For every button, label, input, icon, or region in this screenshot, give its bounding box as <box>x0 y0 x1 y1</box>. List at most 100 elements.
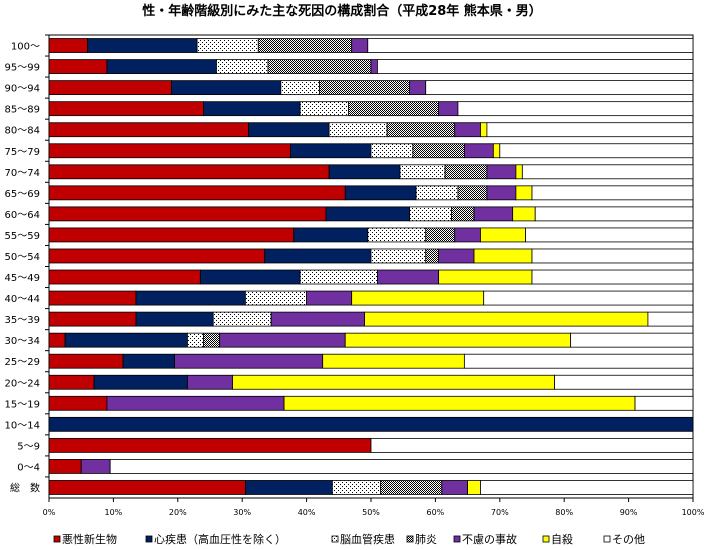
bar-segment-9-6 <box>525 227 694 243</box>
bar-segment-12-5 <box>351 290 485 306</box>
bar-segment-9-3 <box>425 227 456 243</box>
category-label: 10～14 <box>5 420 40 431</box>
bar-segment-16-4 <box>187 374 233 390</box>
bar-segment-21-6 <box>480 480 694 495</box>
bar-segment-6-4 <box>486 164 517 180</box>
bar-segment-2-4 <box>409 80 427 96</box>
legend-swatch <box>603 535 611 543</box>
bar-segment-10-4 <box>438 248 475 264</box>
legend-swatch <box>453 535 461 543</box>
bar-segment-20-4 <box>80 459 111 474</box>
category-label: 25～29 <box>5 357 40 368</box>
bar-segment-5-3 <box>412 143 465 159</box>
category-label: 35～39 <box>5 315 40 326</box>
bar-segment-0-1 <box>87 38 198 53</box>
bar-segment-7-4 <box>486 185 517 201</box>
bar-segment-16-1 <box>93 374 188 390</box>
category-label: 30～34 <box>5 336 40 347</box>
legend-swatch <box>53 535 61 543</box>
legend-swatch <box>542 535 550 543</box>
bar-segment-10-3 <box>425 248 440 264</box>
bar-segment-14-5 <box>344 332 572 348</box>
x-tick-label: 100% <box>682 508 705 517</box>
bar-segment-16-6 <box>554 374 694 390</box>
bar-segment-6-0 <box>48 164 330 180</box>
bar-segment-4-0 <box>48 122 250 138</box>
bar-segment-11-6 <box>531 269 694 285</box>
bar-segment-7-3 <box>457 185 488 201</box>
bar-segment-4-4 <box>454 122 481 138</box>
bar-segment-20-6 <box>109 459 694 474</box>
bar-segment-0-3 <box>257 38 353 53</box>
category-label: 90～94 <box>5 84 40 95</box>
bar-segment-1-3 <box>267 59 372 74</box>
bar-segment-9-5 <box>480 227 526 243</box>
bar-segment-4-3 <box>386 122 456 138</box>
category-label: 20～24 <box>5 378 40 389</box>
category-label: 15～19 <box>5 399 40 410</box>
bar-segment-6-5 <box>515 164 523 180</box>
bar-segment-17-4 <box>106 395 285 411</box>
bar-segment-2-1 <box>170 80 282 96</box>
bar-segment-15-0 <box>48 353 124 369</box>
bar-segment-5-6 <box>499 143 694 159</box>
bar-segment-8-4 <box>473 206 514 222</box>
bar-segment-7-2 <box>415 185 459 201</box>
bar-segment-7-1 <box>344 185 417 201</box>
bar-segment-18-1 <box>48 416 694 432</box>
x-tick-label: 10% <box>105 508 123 517</box>
category-label: 95～99 <box>5 63 40 74</box>
bar-segment-14-0 <box>48 332 66 348</box>
bar-segment-2-3 <box>319 80 411 96</box>
legend-label: その他 <box>612 533 645 546</box>
category-label: 75～79 <box>5 147 40 158</box>
bar-segment-14-6 <box>570 332 694 348</box>
category-label: 40～44 <box>5 294 40 305</box>
bar-segment-5-2 <box>370 143 414 159</box>
bar-segment-5-4 <box>463 143 494 159</box>
category-label: 45～49 <box>5 273 40 284</box>
x-tick-label: 60% <box>427 508 445 517</box>
bar-segment-5-1 <box>290 143 372 159</box>
legend-label: 心疾患（高血圧性を除く） <box>154 532 286 546</box>
bar-segment-3-2 <box>299 101 349 117</box>
bar-segment-7-6 <box>531 185 694 201</box>
bar-segment-10-2 <box>370 248 427 264</box>
plot-area <box>48 34 694 499</box>
bar-segment-1-2 <box>216 59 269 74</box>
bar-segment-6-2 <box>399 164 446 180</box>
bar-segment-0-2 <box>196 38 259 53</box>
bar-segment-13-5 <box>364 311 649 327</box>
bar-segment-6-3 <box>444 164 488 180</box>
category-label: 100～ <box>11 42 40 53</box>
bar-segment-1-0 <box>48 59 108 74</box>
bar-segment-13-2 <box>212 311 272 327</box>
bar-segment-0-6 <box>367 38 694 53</box>
legend-swatch <box>406 535 414 543</box>
bar-segment-19-0 <box>48 437 372 453</box>
bar-segment-12-6 <box>483 290 694 306</box>
bar-segment-11-2 <box>299 269 378 285</box>
bar-segment-10-0 <box>48 248 266 264</box>
bar-segment-15-1 <box>122 353 175 369</box>
category-label: 55～59 <box>5 231 40 242</box>
bar-segment-7-5 <box>515 185 533 201</box>
bar-segment-21-3 <box>380 480 443 495</box>
bar-segment-9-0 <box>48 227 295 243</box>
legend-swatch <box>331 535 339 543</box>
category-label: 80～84 <box>5 126 40 137</box>
bar-segment-16-5 <box>232 374 555 390</box>
bar-segment-9-4 <box>454 227 481 243</box>
bar-segment-12-4 <box>306 290 353 306</box>
bar-segment-17-0 <box>48 395 108 411</box>
bar-segment-14-4 <box>219 332 346 348</box>
category-label: 5～9 <box>17 441 40 452</box>
legend-label: 肺炎 <box>415 533 437 546</box>
bar-segment-5-5 <box>492 143 501 159</box>
category-label: 50～54 <box>5 252 40 263</box>
x-tick-label: 50% <box>362 508 380 517</box>
bar-segment-12-0 <box>48 290 137 306</box>
bar-segment-6-1 <box>328 164 401 180</box>
category-label: 総 数 <box>10 481 40 494</box>
